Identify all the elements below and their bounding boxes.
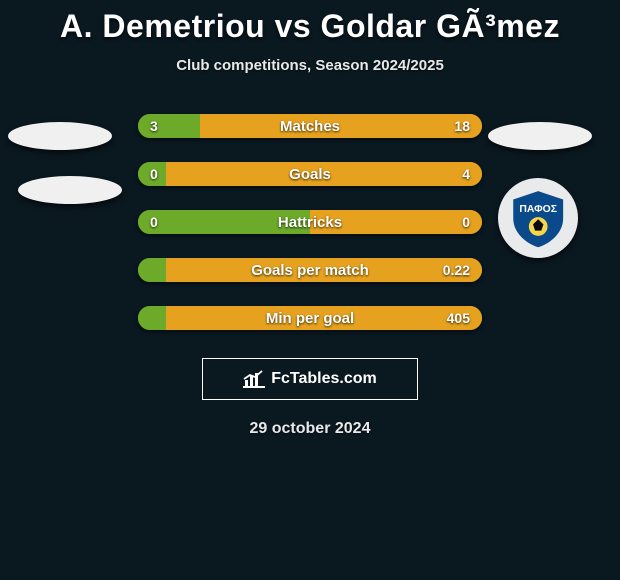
- stat-right-value: 18: [454, 118, 470, 134]
- avatar-ellipse: [488, 122, 592, 150]
- bar-fill-left: [138, 114, 200, 138]
- watermark-box: FcTables.com: [202, 358, 418, 400]
- stat-left-value: 3: [150, 118, 158, 134]
- stat-row: 3 Matches 18: [138, 114, 482, 138]
- stat-left-value: 0: [150, 166, 158, 182]
- bar-fill-left: [138, 258, 166, 282]
- chart-icon: [243, 370, 265, 388]
- shield-icon: ΠΑΦΟΣ: [507, 187, 569, 249]
- stat-row: Goals per match 0.22: [138, 258, 482, 282]
- stat-label: Hattricks: [278, 214, 342, 231]
- stat-left-value: 0: [150, 214, 158, 230]
- bar-fill-right: [200, 114, 482, 138]
- page-title: A. Demetriou vs Goldar GÃ³mez: [0, 8, 620, 45]
- club-logo: ΠΑΦΟΣ: [498, 178, 578, 258]
- stat-label: Matches: [280, 118, 340, 135]
- avatar-ellipse: [8, 122, 112, 150]
- stat-label: Goals per match: [251, 262, 369, 279]
- stat-label: Min per goal: [266, 310, 354, 327]
- date-text: 29 october 2024: [0, 420, 620, 438]
- watermark-text: FcTables.com: [271, 370, 377, 388]
- stat-row: 0 Hattricks 0: [138, 210, 482, 234]
- stat-row: 0 Goals 4: [138, 162, 482, 186]
- stat-right-value: 405: [447, 310, 470, 326]
- stat-label: Goals: [289, 166, 331, 183]
- avatar-ellipse: [18, 176, 122, 204]
- stat-right-value: 0: [462, 214, 470, 230]
- bar-fill-left: [138, 306, 166, 330]
- stat-right-value: 0.22: [443, 262, 470, 278]
- subtitle: Club competitions, Season 2024/2025: [0, 57, 620, 74]
- stat-row: Min per goal 405: [138, 306, 482, 330]
- svg-text:ΠΑΦΟΣ: ΠΑΦΟΣ: [519, 204, 557, 215]
- stat-right-value: 4: [462, 166, 470, 182]
